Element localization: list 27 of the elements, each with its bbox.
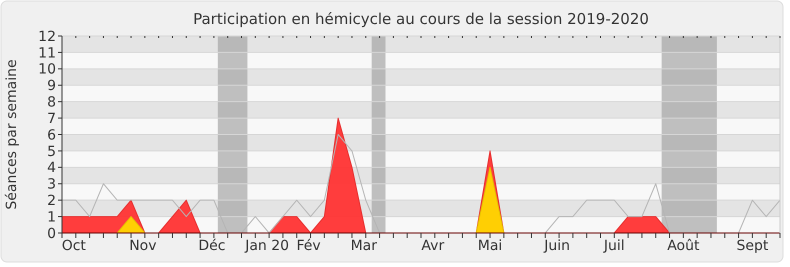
chart-title: Participation en hémicycle au cours de la session 2019-2020 <box>193 10 649 28</box>
y-tick-label: 5 <box>47 144 56 160</box>
x-tick-label: Déc <box>198 238 226 254</box>
x-tick-label: Oct <box>62 238 86 254</box>
y-tick-label: 8 <box>47 94 56 111</box>
y-tick-label: 10 <box>38 62 56 78</box>
y-tick-label: 12 <box>38 28 56 45</box>
y-tick-label: 3 <box>47 176 56 193</box>
y-tick-label: 11 <box>38 45 56 62</box>
y-tick-label: 9 <box>47 78 56 94</box>
x-tick-label: Jan 20 <box>244 238 290 254</box>
y-tick-label: 4 <box>47 160 56 176</box>
y-tick-label: 7 <box>47 110 56 127</box>
y-tick-label: 2 <box>47 193 56 210</box>
y-tick-label: 1 <box>47 209 56 226</box>
x-tick-label: Nov <box>129 238 157 254</box>
x-tick-label: Août <box>667 238 700 254</box>
x-tick-label: Mai <box>478 238 502 254</box>
x-tick-label: Avr <box>421 238 444 254</box>
y-tick-label: 6 <box>47 127 56 144</box>
x-tick-label: Juin <box>543 238 570 254</box>
x-tick-label: Fév <box>296 238 321 254</box>
x-tick-label: Juil <box>602 238 625 254</box>
y-axis-title: Séances par semaine <box>4 59 20 210</box>
x-tick-label: Sept <box>736 238 769 254</box>
x-tick-label: Mar <box>350 238 378 254</box>
y-tick-label: 0 <box>47 226 56 242</box>
